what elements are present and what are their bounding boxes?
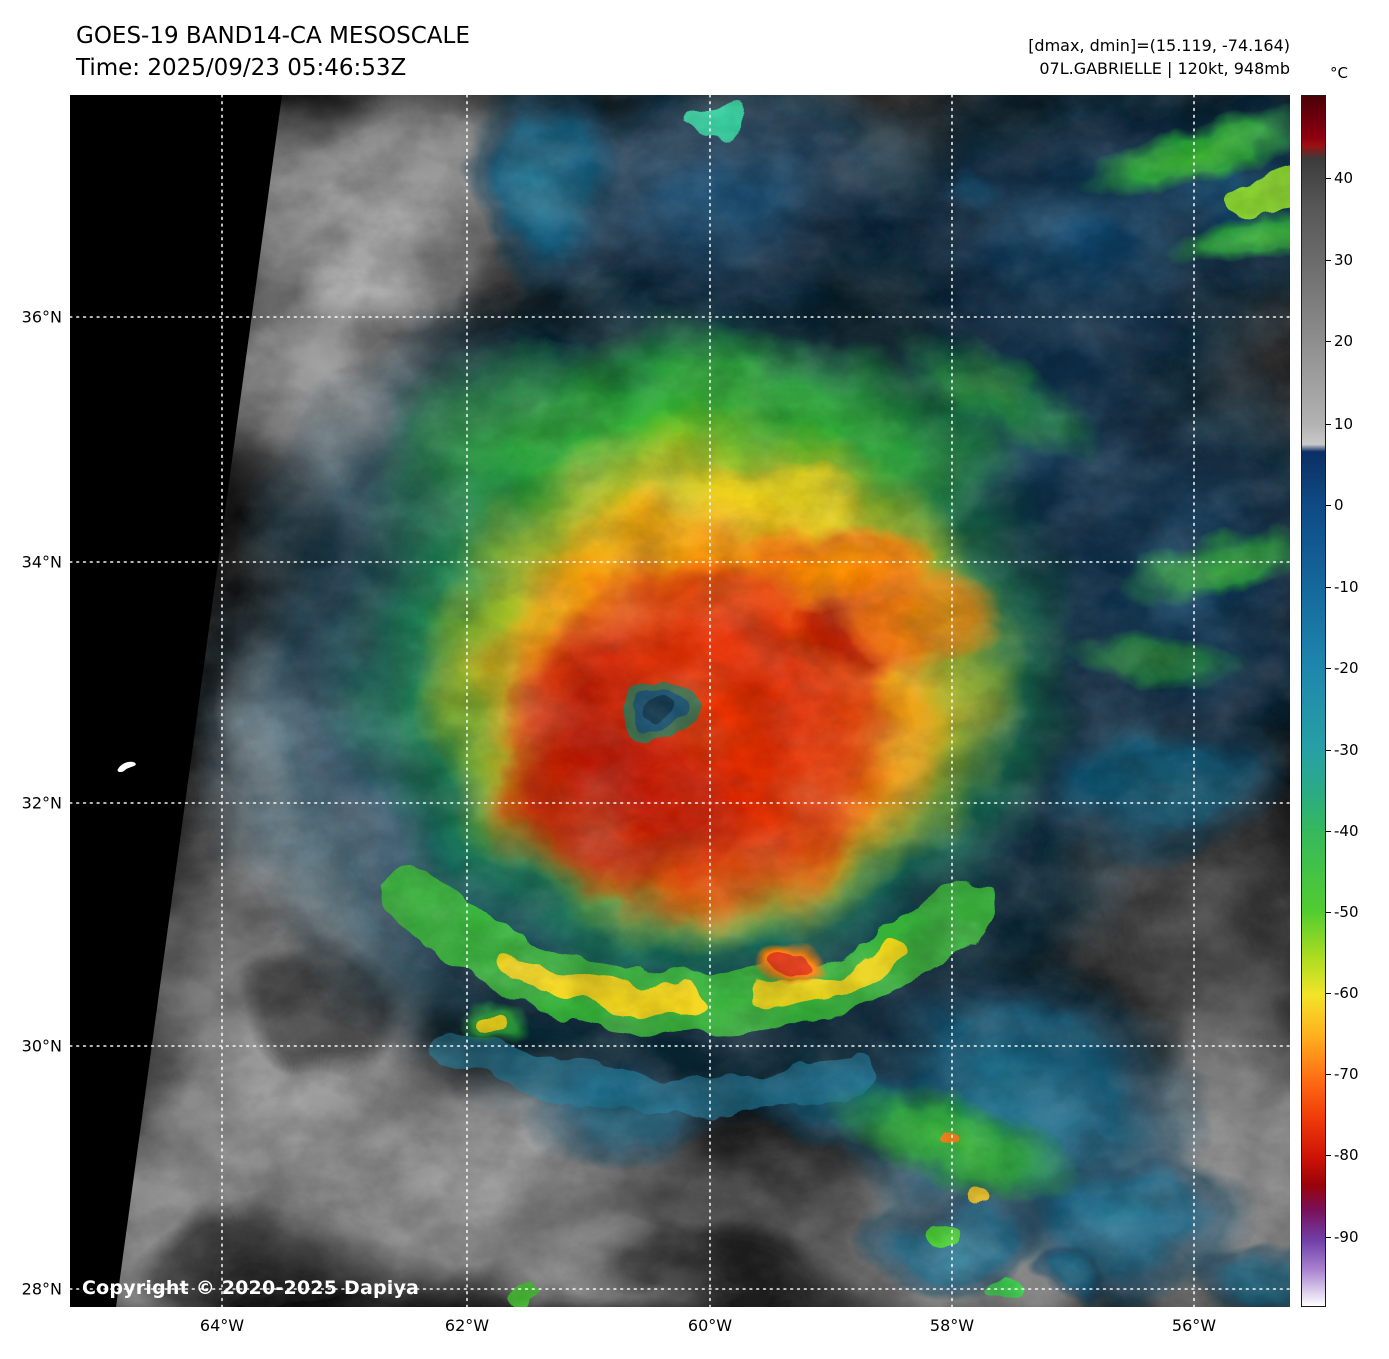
colorbar-tick — [1326, 587, 1331, 588]
satellite-map: Copyright © 2020-2025 Dapiya — [70, 95, 1290, 1307]
satellite-scene — [70, 95, 1290, 1307]
colorbar-tick-label-m20: -20 — [1334, 659, 1359, 677]
colorbar-tick-label-30: 30 — [1334, 251, 1354, 269]
colorbar-tick-label-0: 0 — [1334, 496, 1344, 514]
colorbar-tick — [1326, 993, 1331, 994]
lon-label-62w: 62°W — [444, 1316, 490, 1335]
colorbar-tick — [1326, 831, 1331, 832]
header-left: GOES-19 BAND14-CA MESOSCALE Time: 2025/0… — [76, 20, 470, 84]
lat-label-36n: 36°N — [21, 307, 62, 327]
colorbar-tick-label-40: 40 — [1334, 169, 1354, 187]
colorbar-tick-label-20: 20 — [1334, 332, 1354, 350]
colorbar-tick — [1326, 1074, 1331, 1075]
lon-label-64w: 64°W — [199, 1316, 245, 1335]
colorbar-tick — [1326, 260, 1331, 261]
colorbar-tick — [1326, 178, 1331, 179]
colorbar-tick-label-m90: -90 — [1334, 1228, 1359, 1246]
colorbar-tick-label-m70: -70 — [1334, 1065, 1359, 1083]
colorbar-tick-label-m80: -80 — [1334, 1146, 1359, 1164]
lat-label-30n: 30°N — [21, 1036, 62, 1056]
lon-label-58w: 58°W — [929, 1316, 975, 1335]
lat-label-28n: 28°N — [21, 1279, 62, 1299]
colorbar-tick — [1326, 668, 1331, 669]
product-time: Time: 2025/09/23 05:46:53Z — [76, 55, 407, 82]
colorbar-tick — [1326, 341, 1331, 342]
dminmax-readout: [dmax, dmin]=(15.119, -74.164) — [1028, 36, 1290, 55]
colorbar-tick — [1326, 505, 1331, 506]
colorbar-tick-label-m10: -10 — [1334, 578, 1359, 596]
lat-label-34n: 34°N — [21, 552, 62, 572]
data-region — [116, 95, 1290, 1307]
colorbar-tick — [1326, 1155, 1331, 1156]
cloud-texture-dark — [116, 95, 1290, 1307]
colorbar-tick — [1326, 424, 1331, 425]
temperature-colorbar — [1301, 95, 1326, 1307]
header-right: [dmax, dmin]=(15.119, -74.164) 07L.GABRI… — [1028, 34, 1290, 80]
colorbar-tick — [1326, 912, 1331, 913]
product-title: GOES-19 BAND14-CA MESOSCALE — [76, 23, 470, 49]
colorbar-tick — [1326, 750, 1331, 751]
lon-label-56w: 56°W — [1171, 1316, 1217, 1335]
storm-info-readout: 07L.GABRIELLE | 120kt, 948mb — [1039, 59, 1290, 79]
bermuda-island — [117, 761, 136, 773]
lon-label-60w: 60°W — [687, 1316, 733, 1335]
copyright-watermark: Copyright © 2020-2025 Dapiya — [82, 1277, 420, 1299]
colorbar-tick — [1326, 1237, 1331, 1238]
colorbar-tick-label-10: 10 — [1334, 415, 1354, 433]
graticule-grid — [70, 95, 1290, 1307]
colorbar-tick-label-m50: -50 — [1334, 903, 1359, 921]
lat-label-32n: 32°N — [21, 793, 62, 813]
colorbar-tick-label-m60: -60 — [1334, 984, 1359, 1002]
colorbar-tick-label-m30: -30 — [1334, 741, 1359, 759]
colorbar-unit-label: °C — [1330, 64, 1348, 82]
colorbar-tick-label-m40: -40 — [1334, 822, 1359, 840]
